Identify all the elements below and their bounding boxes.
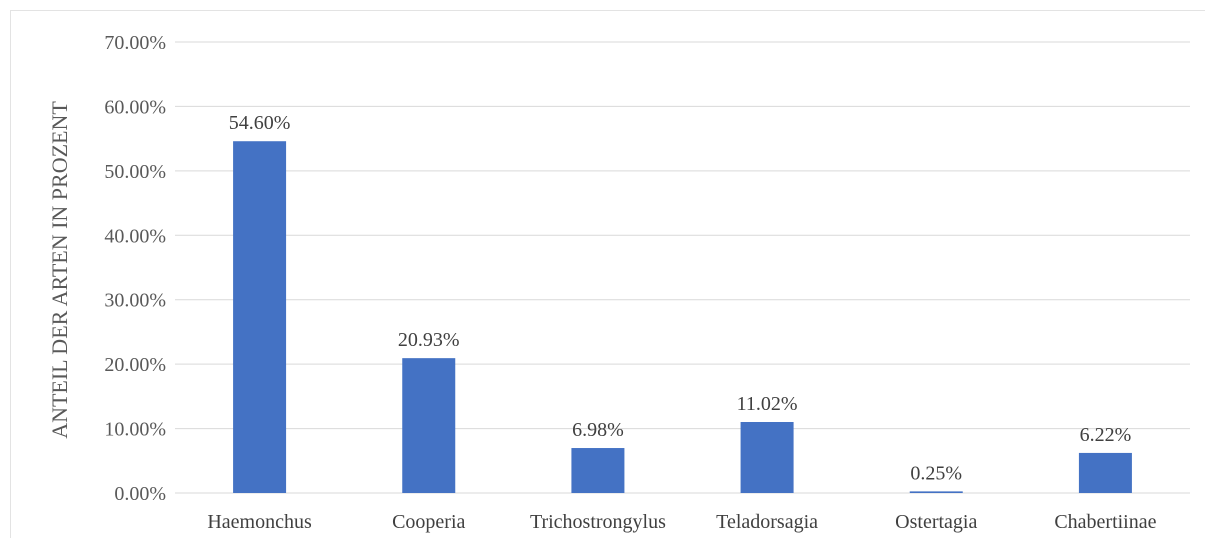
x-category-label: Trichostrongylus [530,511,666,533]
x-category-label: Cooperia [392,511,465,533]
x-category-label: Teladorsagia [716,511,818,533]
data-label: 6.98% [572,419,624,441]
y-tick-label: 70.00% [104,32,166,54]
data-label: 11.02% [737,393,798,415]
data-label: 54.60% [229,112,291,134]
bar [1078,452,1132,493]
bar [909,491,963,493]
x-category-label: Ostertagia [895,511,977,533]
x-category-label: Chabertiinae [1054,511,1156,533]
y-axis-ticks: 0.00% 10.00% 20.00% 30.00% 40.00% 50.00% 60.00… [104,32,166,505]
x-axis-categories: Haemonchus Cooperia Trichostrongylus Telado… [207,511,1156,533]
data-label: 20.93% [398,329,460,351]
bars [233,141,1132,493]
data-labels: 54.60% 20.93% 6.98% 11.02% 0.25% 6.22% [229,112,1132,484]
bar [571,448,625,493]
bar [740,421,794,493]
y-tick-label: 10.00% [104,419,166,441]
y-tick-label: 50.00% [104,161,166,183]
chart-frame [10,10,1205,538]
y-axis-title: ANTEIL DER ARTEN IN PROZENT [47,101,72,439]
data-label: 6.22% [1080,424,1132,446]
y-tick-label: 30.00% [104,290,166,312]
gridlines [175,41,1190,494]
data-label: 0.25% [910,462,962,484]
y-tick-label: 0.00% [114,483,166,505]
x-category-label: Haemonchus [207,511,312,533]
bar [402,358,456,493]
bar [233,141,287,493]
y-tick-label: 40.00% [104,225,166,247]
y-tick-label: 20.00% [104,354,166,376]
y-tick-label: 60.00% [104,96,166,118]
